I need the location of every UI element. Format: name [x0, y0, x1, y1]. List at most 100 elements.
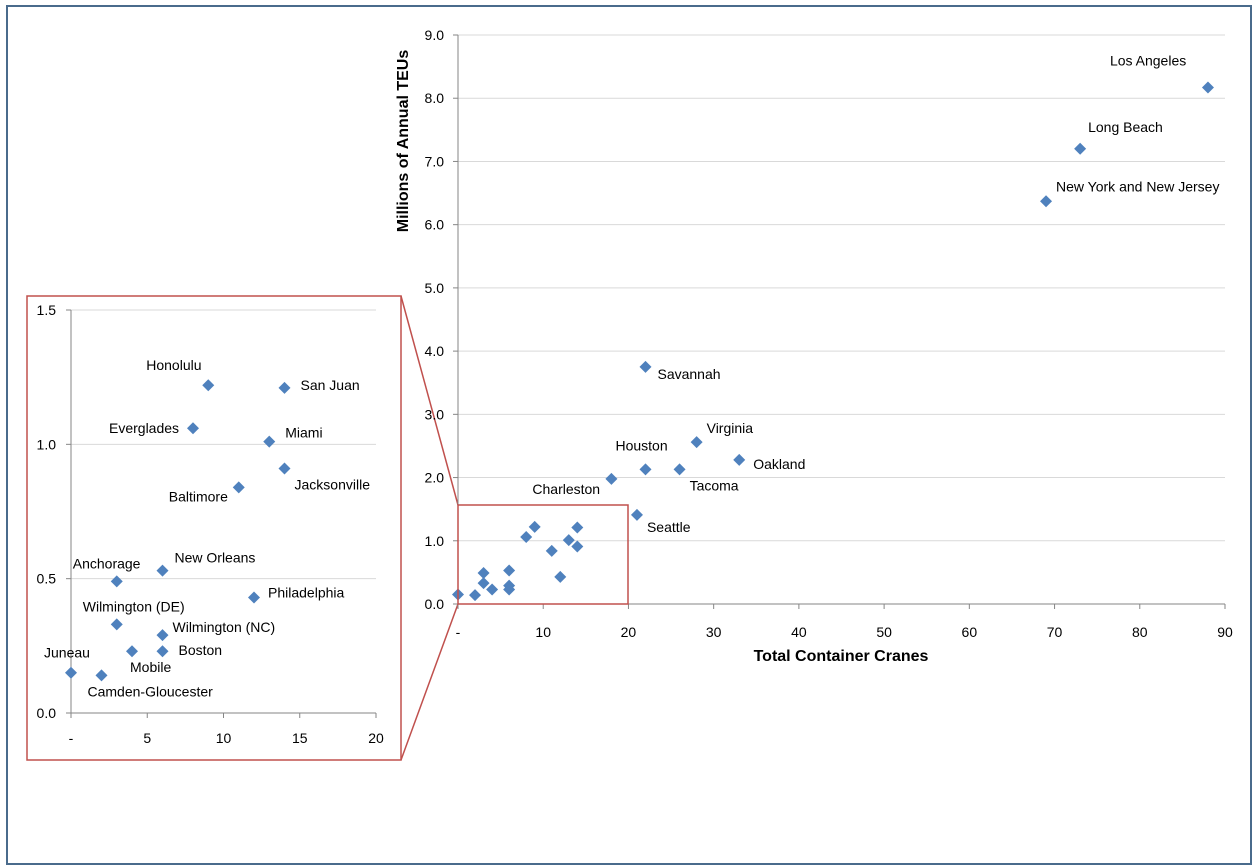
main-data-point	[477, 577, 490, 590]
inset-x-tick-label: -	[69, 730, 74, 746]
main-y-tick-label: 3.0	[425, 406, 445, 422]
inset-data-point	[232, 481, 245, 494]
main-y-tick-label: 7.0	[425, 153, 445, 169]
inset-point-label: Wilmington (DE)	[83, 598, 185, 614]
main-y-tick-label: 6.0	[425, 217, 445, 233]
main-x-tick-label: 50	[876, 624, 892, 640]
inset-y-tick-label: 1.0	[37, 436, 57, 452]
inset-gridlines	[71, 309, 376, 580]
main-point-label: Los Angeles	[1110, 52, 1186, 68]
main-x-tick-label: 20	[621, 624, 637, 640]
main-point-label: Tacoma	[690, 477, 739, 493]
main-data-point	[503, 564, 516, 577]
main-data-points	[452, 81, 1214, 602]
main-gridlines	[458, 34, 1225, 542]
main-y-axis-title: Millions of Annual TEUs	[395, 50, 412, 233]
inset-point-label: New Orleans	[175, 550, 256, 566]
main-data-point	[673, 463, 686, 476]
inset-point-label: Camden-Gloucester	[88, 683, 214, 699]
inset-border	[26, 295, 402, 761]
main-x-tick-label: 30	[706, 624, 722, 640]
main-point-label: Oakland	[753, 456, 805, 472]
main-point-label: Charleston	[532, 481, 600, 497]
inset-data-points	[65, 379, 291, 682]
inset-y-tick-label: 0.0	[37, 705, 57, 721]
main-point-labels: Los Angeles Long Beach New York and New Je…	[532, 52, 1219, 534]
inset-data-point	[263, 435, 276, 448]
inset-data-point	[156, 564, 169, 577]
main-y-tick-label: 4.0	[425, 343, 445, 359]
inset-point-label: Everglades	[109, 420, 179, 436]
main-x-tick-label: 90	[1217, 624, 1233, 640]
main-x-tick-label: -	[456, 624, 461, 640]
main-data-point	[486, 583, 499, 596]
main-data-point	[562, 534, 575, 547]
inset-tick-labels: 0.0 0.5 1.0 1.5 - 5 10 15 20	[37, 302, 384, 746]
main-data-point	[1074, 142, 1087, 155]
main-data-point	[1040, 195, 1053, 208]
main-data-point	[545, 544, 558, 557]
main-y-tick-label: 8.0	[425, 90, 445, 106]
zoom-connector-bottom	[400, 603, 459, 761]
main-data-point	[630, 508, 643, 521]
main-point-label: Long Beach	[1088, 119, 1163, 135]
zoom-region-box	[457, 504, 629, 605]
inset-point-label: Juneau	[44, 645, 90, 661]
inset-y-tick-label: 1.5	[37, 302, 57, 318]
main-data-point	[571, 521, 584, 534]
inset-x-tick-label: 20	[368, 730, 384, 746]
main-y-tick-label: 9.0	[425, 27, 445, 43]
inset-data-point	[95, 669, 108, 682]
inset-data-point	[65, 666, 77, 679]
inset-point-label: Honolulu	[146, 357, 201, 373]
main-data-point	[571, 540, 584, 553]
inset-x-tick-label: 15	[292, 730, 308, 746]
main-data-point	[605, 472, 618, 485]
inset-point-labels: Honolulu San Juan Everglades Miami Jacksonvi…	[44, 357, 370, 699]
zoom-connector-top	[400, 295, 459, 506]
inset-data-point	[110, 575, 123, 588]
inset-data-point	[278, 381, 291, 394]
main-point-label: Houston	[615, 437, 667, 453]
main-data-point	[639, 360, 652, 373]
inset-y-tick-label: 0.5	[37, 571, 57, 587]
main-point-label: New York and New Jersey	[1056, 178, 1219, 194]
main-data-point	[1201, 81, 1214, 94]
main-y-tick-label: 1.0	[425, 533, 445, 549]
main-point-label: Savannah	[657, 366, 720, 382]
inset-axes	[66, 309, 377, 718]
main-y-tick-label: 2.0	[425, 470, 445, 486]
main-y-tick-label: 0.0	[425, 596, 445, 612]
main-point-label: Seattle	[647, 519, 691, 535]
main-data-point	[639, 463, 652, 476]
main-tick-labels: 0.0 1.0 2.0 3.0 4.0 5.0 6.0 7.0 8.0 9.0 - 10 20 30 40 5…	[425, 27, 1233, 640]
main-x-axis-title: Total Container Cranes	[754, 648, 929, 665]
main-data-point	[528, 520, 541, 533]
main-data-point	[520, 530, 533, 543]
main-data-point	[690, 436, 703, 449]
main-data-point	[477, 567, 490, 580]
main-x-tick-label: 80	[1132, 624, 1148, 640]
inset-point-label: Miami	[285, 425, 322, 441]
inset-x-tick-label: 10	[216, 730, 232, 746]
inset-point-label: Mobile	[130, 659, 171, 675]
main-data-point	[733, 453, 746, 466]
inset-point-label: Anchorage	[73, 555, 141, 571]
main-scatter-chart: 0.0 1.0 2.0 3.0 4.0 5.0 6.0 7.0 8.0 9.0 - 10 20 30 40 5…	[395, 27, 1233, 665]
main-x-tick-label: 70	[1047, 624, 1063, 640]
main-y-tick-label: 5.0	[425, 280, 445, 296]
inset-data-point	[248, 591, 260, 604]
main-x-tick-label: 40	[791, 624, 807, 640]
inset-point-label: San Juan	[301, 377, 360, 393]
inset-point-label: Baltimore	[169, 488, 228, 504]
inset-data-point	[202, 379, 215, 392]
inset-data-point	[156, 629, 169, 642]
inset-point-label: Wilmington (NC)	[173, 619, 276, 635]
inset-scatter-chart: 0.0 0.5 1.0 1.5 - 5 10 15 20 Honolulu San Juan Eve…	[37, 302, 384, 746]
main-x-tick-label: 60	[962, 624, 978, 640]
main-x-tick-label: 10	[535, 624, 551, 640]
inset-data-point	[278, 462, 291, 475]
inset-point-label: Jacksonville	[295, 477, 371, 493]
inset-data-point	[126, 645, 138, 658]
